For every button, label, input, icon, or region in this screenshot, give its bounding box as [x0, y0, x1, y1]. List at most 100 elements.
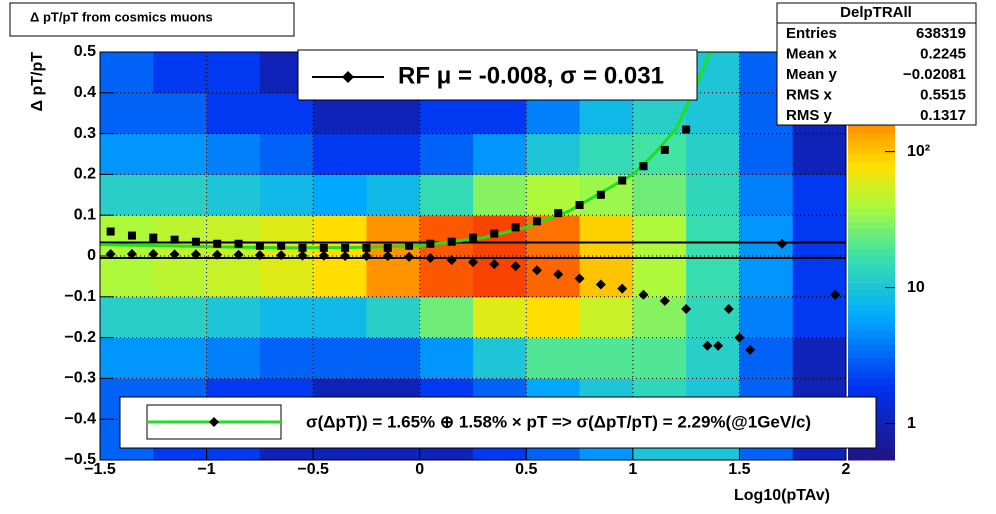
stats-label: Mean y	[786, 66, 838, 83]
heat-cell	[366, 215, 421, 257]
heat-cell	[206, 256, 261, 298]
square-point	[277, 241, 286, 250]
heat-cell	[419, 133, 474, 175]
diamond-point	[595, 279, 606, 290]
heat-cell	[792, 296, 846, 339]
diamond-point	[723, 304, 734, 315]
diamond-point	[254, 250, 265, 261]
heat-cell	[632, 296, 687, 339]
color-bar-step	[848, 256, 895, 264]
color-bar-step	[848, 167, 895, 175]
heat-cell	[206, 296, 261, 339]
square-point	[234, 239, 243, 248]
heat-cell	[473, 215, 527, 257]
heat-cell	[739, 133, 794, 175]
heat-cell	[686, 256, 740, 298]
color-bar-step	[848, 133, 895, 141]
heat-cell	[259, 296, 314, 339]
square-point	[575, 201, 584, 209]
stats-title: DelpTRAll	[840, 4, 912, 21]
chart-title: Δ pT/pT from cosmics muons	[30, 9, 213, 24]
stats-label: Mean x	[786, 45, 838, 62]
heat-cell	[526, 337, 581, 379]
heat-cell	[100, 256, 154, 298]
y-tick-label: 0.3	[74, 125, 96, 142]
stats-value: −0.02081	[903, 66, 966, 83]
heat-cell	[366, 174, 421, 216]
heat-cell	[526, 296, 581, 339]
diamond-point	[510, 261, 521, 272]
heat-cell	[792, 256, 846, 298]
heat-cell	[686, 133, 740, 175]
x-tick-label: 0.5	[515, 461, 537, 478]
color-bar-step	[848, 378, 895, 386]
color-bar-step	[848, 358, 895, 366]
color-bar-step	[848, 324, 895, 332]
diamond-point	[276, 250, 287, 261]
heat-cell	[473, 337, 527, 379]
diamond-point	[382, 251, 393, 261]
z-tick-label: 1	[907, 415, 916, 432]
color-bar-step	[848, 344, 895, 352]
heat-cell	[100, 215, 154, 257]
color-bar-step	[848, 140, 895, 148]
color-bar-step	[848, 160, 895, 169]
x-tick-label: −0.5	[297, 461, 329, 478]
heat-cell	[313, 133, 367, 175]
diamond-point	[681, 304, 692, 315]
heat-cell	[419, 296, 474, 339]
color-bar-step	[848, 453, 895, 461]
heat-cell	[100, 296, 154, 339]
heat-cell	[686, 215, 740, 257]
heat-cell	[792, 133, 846, 175]
color-bar-step	[848, 317, 895, 325]
heat-cell	[792, 337, 846, 379]
legend-top-text: RF μ = -0.008, σ = 0.031	[398, 62, 664, 89]
heat-cell	[153, 174, 208, 216]
diamond-point	[489, 259, 500, 270]
color-bar-step	[848, 276, 895, 284]
color-bar-step	[848, 385, 895, 393]
heat-cell	[206, 52, 261, 94]
legend-top	[297, 49, 698, 101]
x-axis-label: Log10(pTAv)	[734, 487, 830, 504]
color-bar-step	[848, 249, 895, 257]
x-tick-label: 2	[842, 461, 851, 478]
heat-cell	[313, 174, 367, 216]
heat-cell	[259, 337, 314, 379]
x-tick-label: 1.5	[728, 461, 750, 478]
diamond-point	[713, 340, 724, 351]
square-point	[191, 237, 200, 246]
heat-cell	[632, 215, 687, 257]
y-tick-label: 0.4	[74, 84, 96, 101]
heat-cell	[206, 174, 261, 216]
heat-cell	[473, 256, 527, 298]
legend-bottom-text: σ(ΔpT)) = 1.65% ⊕ 1.58% × pT => σ(ΔpT/pT…	[306, 412, 811, 431]
square-point	[596, 190, 605, 199]
diamond-point	[617, 283, 628, 294]
heat-cell	[419, 174, 474, 216]
color-bar-step	[848, 283, 895, 291]
heat-cell	[100, 174, 154, 216]
diamond-point	[702, 340, 713, 351]
heat-cell	[100, 337, 154, 379]
square-point	[426, 239, 435, 248]
color-bar-step	[848, 262, 895, 271]
diamond-point	[468, 257, 478, 268]
square-point	[554, 209, 563, 218]
diamond-point	[531, 265, 542, 276]
x-tick-label: 0	[415, 461, 424, 478]
heat-cell	[473, 296, 527, 339]
diamond-point	[404, 251, 415, 262]
color-bar-step	[848, 188, 895, 196]
legend-marker	[209, 417, 219, 427]
diamond-point	[148, 248, 159, 259]
stats-value: 0.1317	[920, 107, 966, 124]
square-point	[149, 233, 158, 242]
heat-cell	[632, 337, 687, 379]
heat-cell	[579, 215, 634, 257]
color-bar-step	[848, 126, 895, 135]
diamond-point	[574, 273, 585, 284]
color-bar-step	[848, 303, 895, 311]
